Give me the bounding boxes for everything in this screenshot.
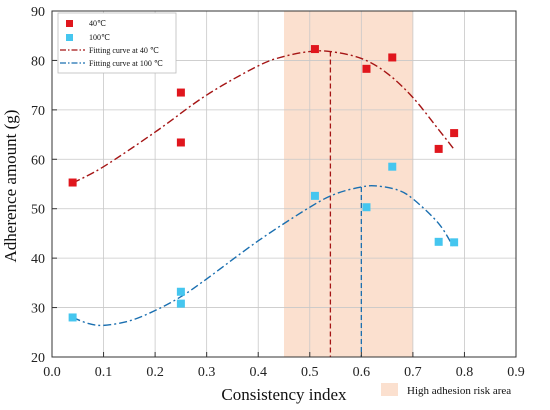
- data-point-100c: [176, 287, 185, 296]
- y-tick-label: 20: [31, 351, 45, 366]
- axis-ticks: [51, 10, 517, 358]
- x-tick-label: 0.2: [146, 365, 164, 380]
- y-tick-label: 80: [31, 54, 45, 69]
- data-point-100c: [450, 238, 459, 247]
- data-point-40c: [362, 64, 371, 73]
- legend-marker-40c: [66, 20, 73, 27]
- y-tick-labels: 20 30 40 50 60 70 80 90: [31, 5, 45, 366]
- y-tick-label: 40: [31, 252, 45, 267]
- legend-box: [57, 12, 177, 74]
- data-point-100c: [176, 299, 185, 308]
- legend-marker-100c: [66, 34, 73, 41]
- x-tick-label: 0.0: [43, 365, 61, 380]
- data-point-40c: [68, 178, 77, 187]
- x-tick-label: 0.8: [456, 365, 474, 380]
- data-point-40c: [310, 45, 319, 54]
- data-point-100c: [310, 191, 319, 200]
- shaded-region-legend: High adhesion risk area: [381, 383, 511, 397]
- data-point-100c: [68, 313, 77, 322]
- curves: [72, 50, 455, 327]
- y-tick-label: 90: [31, 5, 45, 20]
- legend-label-100c: 100℃: [89, 33, 110, 42]
- y-axis-title: Adherence amount (g): [1, 110, 20, 263]
- x-axis-title: Consistency index: [221, 385, 347, 404]
- legend: 40℃ 100℃ Fitting curve at 40 ℃ Fitting c…: [57, 12, 177, 74]
- data-point-40c: [388, 53, 397, 62]
- fit-curve-40c: [72, 50, 455, 184]
- data-point-100c: [434, 237, 443, 246]
- high-adhesion-region: [284, 11, 413, 357]
- x-tick-label: 0.4: [249, 365, 267, 380]
- data-point-40c: [450, 129, 459, 138]
- shaded-region-label: High adhesion risk area: [407, 385, 511, 397]
- shaded-region-swatch: [381, 383, 398, 396]
- legend-label-fit-100c: Fitting curve at 100 ℃: [89, 59, 163, 68]
- data-point-100c: [362, 203, 371, 212]
- x-tick-label: 0.5: [301, 365, 319, 380]
- legend-label-fit-40c: Fitting curve at 40 ℃: [89, 46, 159, 55]
- plot-frame: [51, 10, 517, 358]
- data-point-40c: [434, 144, 443, 153]
- x-tick-label: 0.7: [404, 365, 422, 380]
- x-tick-label: 0.9: [507, 365, 525, 380]
- legend-label-40c: 40℃: [89, 19, 106, 28]
- shaded-region: [284, 11, 413, 357]
- x-tick-label: 0.6: [353, 365, 371, 380]
- vertical-guides: [329, 51, 362, 357]
- y-tick-label: 70: [31, 104, 45, 119]
- data-point-40c: [176, 88, 185, 97]
- points: [68, 45, 459, 322]
- y-tick-label: 30: [31, 302, 45, 317]
- y-tick-label: 50: [31, 203, 45, 218]
- x-tick-labels: 0.0 0.1 0.2 0.3 0.4 0.5 0.6 0.7 0.8 0.9: [43, 365, 525, 380]
- x-tick-label: 0.1: [95, 365, 113, 380]
- fit-curve-100c: [72, 185, 455, 327]
- data-point-100c: [388, 162, 397, 171]
- data-point-40c: [176, 138, 185, 147]
- y-tick-label: 60: [31, 153, 45, 168]
- x-tick-label: 0.3: [198, 365, 216, 380]
